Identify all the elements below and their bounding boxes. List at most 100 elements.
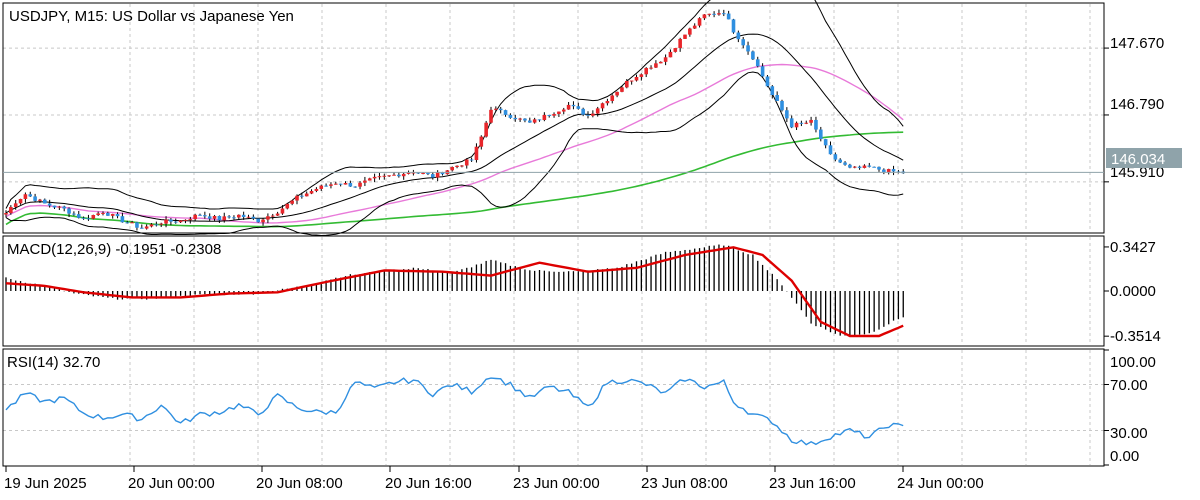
candle-body [683, 34, 687, 39]
candle-body [251, 216, 256, 219]
x-tick-label: 24 Jun 00:00 [897, 475, 984, 492]
candle-body [76, 214, 81, 218]
candle [280, 205, 285, 215]
macd-signal-path [5, 246, 904, 338]
candle-body [663, 57, 668, 62]
candle-body [38, 199, 42, 201]
candle-body [154, 224, 159, 226]
candle [484, 120, 488, 138]
candle-body [697, 18, 702, 26]
candle [387, 175, 391, 177]
candle [726, 10, 731, 20]
candle-body [668, 51, 673, 58]
candle-body [91, 215, 96, 219]
candle [106, 211, 110, 216]
candle-body [591, 113, 595, 116]
candle-body [494, 108, 498, 110]
y-tick-label: 146.790 [1110, 96, 1164, 113]
candle-body [498, 108, 503, 111]
candle [785, 107, 789, 123]
candle [770, 85, 775, 99]
candle-body [848, 164, 852, 168]
candle [329, 182, 333, 189]
candle [62, 205, 66, 212]
candle-body [295, 195, 299, 201]
candle-body [489, 109, 493, 123]
candle [848, 163, 852, 169]
candle [498, 106, 503, 114]
candles [4, 9, 906, 231]
candle [595, 106, 600, 117]
candle [692, 23, 697, 30]
bollinger-lower [5, 71, 904, 237]
candle-body [416, 172, 421, 174]
candle-body [222, 216, 227, 221]
candle-body [401, 173, 406, 177]
candle-body [688, 28, 692, 35]
candle [377, 172, 382, 180]
candle-body [334, 183, 338, 185]
candle-body [455, 165, 459, 168]
candle-body [605, 100, 610, 104]
candle [503, 109, 508, 117]
candle-body [358, 182, 362, 187]
candle [819, 126, 823, 142]
candle-body [838, 159, 842, 163]
candle [872, 166, 876, 168]
candle [246, 214, 251, 220]
candle-body [203, 215, 207, 217]
candle-body [450, 167, 454, 171]
rsi-path [5, 377, 904, 446]
candle-body [237, 214, 241, 218]
candle [43, 198, 47, 204]
candle-body [508, 114, 513, 118]
candle-body [741, 39, 745, 46]
candle [673, 47, 678, 53]
candle [610, 94, 615, 104]
candle-body [329, 184, 333, 186]
candle-body [106, 212, 110, 216]
candle [804, 120, 809, 125]
candle-body [595, 108, 600, 114]
main-y-axis: 147.670 146.790 145.910 [1110, 35, 1164, 181]
candle-body [736, 32, 741, 40]
macd-histogram [5, 244, 904, 336]
candle-body [188, 219, 193, 221]
candle [154, 221, 159, 227]
candle [542, 112, 547, 122]
candle [334, 181, 338, 185]
candle [702, 14, 707, 21]
candle [193, 213, 197, 221]
candle-body [731, 19, 736, 33]
candle-body [571, 104, 576, 107]
candle-body [867, 165, 872, 167]
candle-body [241, 214, 246, 218]
candle-body [712, 13, 716, 15]
candle-body [464, 159, 469, 166]
candle-body [319, 185, 324, 189]
candle [183, 219, 188, 224]
candle-body [377, 176, 382, 178]
candle-body [304, 193, 309, 197]
candle [649, 65, 653, 70]
candle [620, 85, 624, 93]
candle [18, 198, 23, 205]
candle [426, 172, 430, 176]
candle-body [62, 206, 66, 209]
candle [290, 200, 294, 206]
candle [600, 102, 605, 112]
candle [828, 141, 833, 155]
candle-body [367, 178, 372, 181]
candle [877, 166, 881, 172]
candle-body [469, 159, 474, 161]
candle-body [164, 219, 168, 224]
candle-body [372, 176, 377, 179]
candle-body [101, 212, 105, 214]
candle [561, 107, 566, 115]
candle-body [246, 216, 251, 218]
candle [130, 220, 134, 224]
candle-body [115, 214, 120, 217]
ma-slow-path [5, 131, 904, 228]
candle [697, 17, 702, 28]
